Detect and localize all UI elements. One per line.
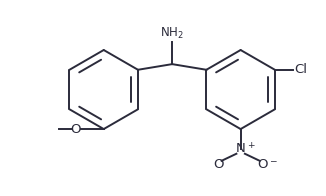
Text: Cl: Cl [294, 63, 307, 76]
Text: N: N [236, 142, 245, 155]
Text: NH$_2$: NH$_2$ [160, 26, 184, 41]
Text: O: O [70, 122, 81, 136]
Text: +: + [247, 141, 255, 150]
Text: O: O [257, 158, 268, 171]
Text: −: − [269, 156, 276, 165]
Text: O: O [214, 158, 224, 171]
